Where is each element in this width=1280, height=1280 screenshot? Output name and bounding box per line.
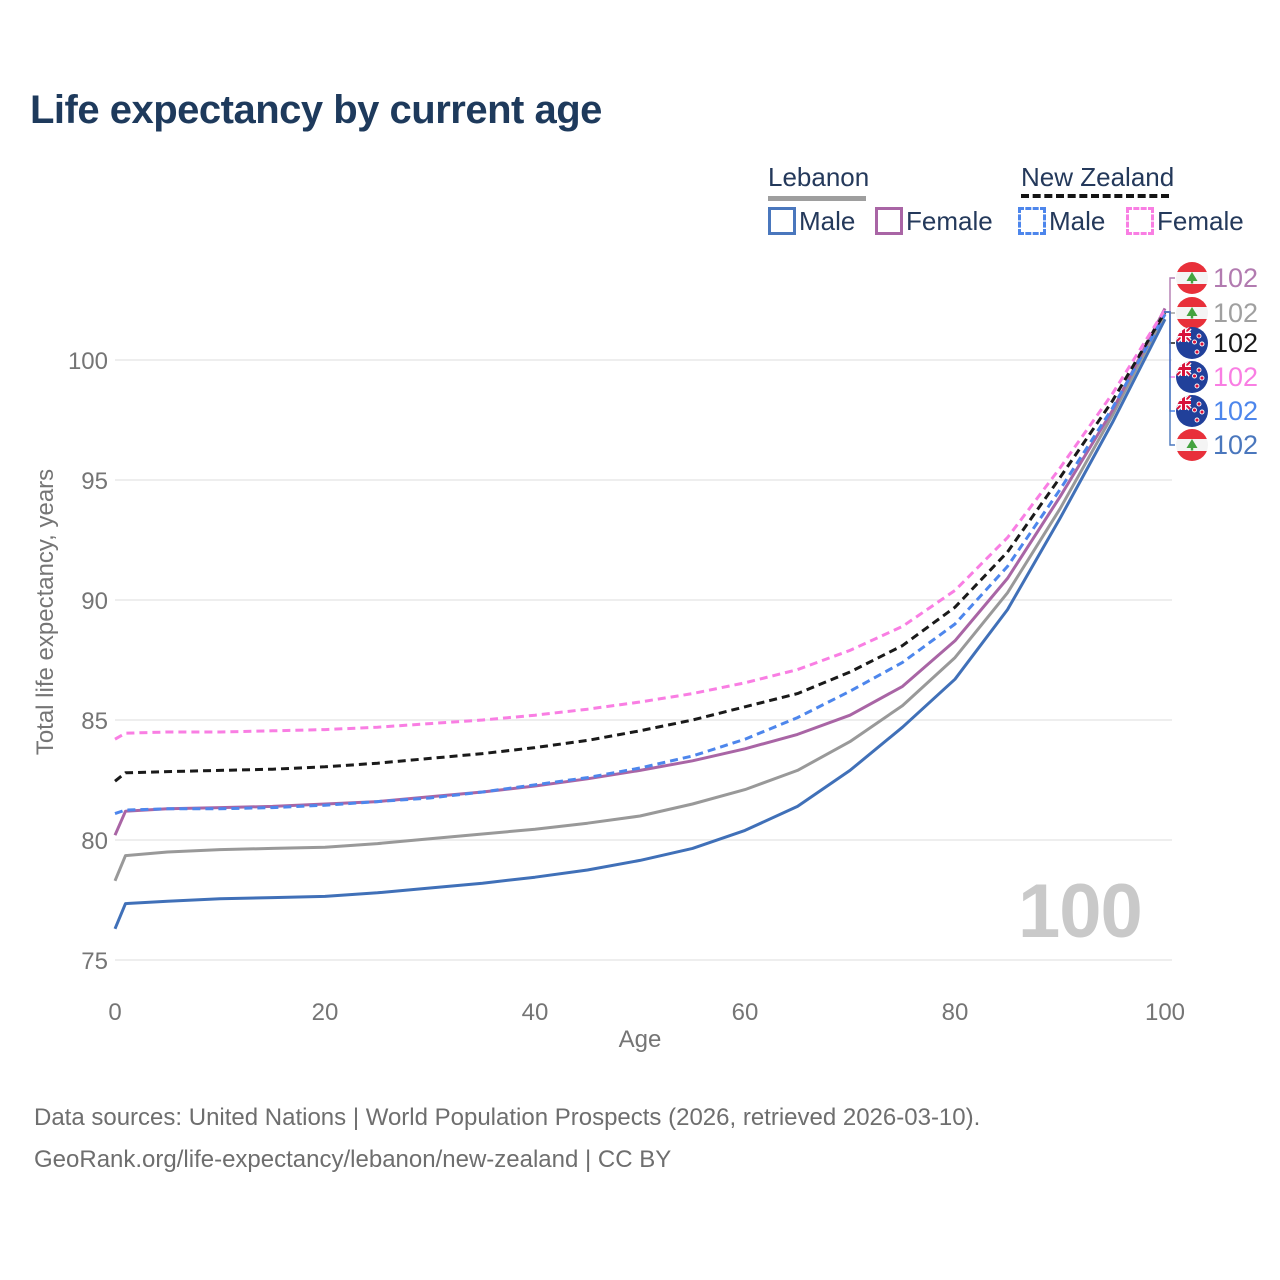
end-label-value-new-zealand-total: 102 xyxy=(1213,328,1258,358)
flag-new-zealand-icon xyxy=(1176,327,1208,359)
lebanon-flag-cedar xyxy=(1186,439,1198,448)
x-tick-label-100: 100 xyxy=(1145,999,1185,1026)
lebanon-flag-cedar-trunk xyxy=(1190,447,1194,451)
legend-swatch-lebanon-male[interactable] xyxy=(768,207,796,235)
lebanon-flag-red-bottom xyxy=(1176,319,1208,329)
y-tick-label-75: 75 xyxy=(81,948,108,975)
lebanon-flag-cedar xyxy=(1186,307,1198,316)
y-tick-label-90: 90 xyxy=(81,588,108,615)
flag-lebanon-icon xyxy=(1176,429,1208,461)
nz-flag-star-3 xyxy=(1199,409,1205,415)
attribution-text: GeoRank.org/life-expectancy/lebanon/new-… xyxy=(34,1146,672,1173)
end-label-value-new-zealand-male: 102 xyxy=(1213,396,1258,426)
series-line-lebanon-female[interactable] xyxy=(113,307,1167,836)
legend-item-lebanon-female[interactable]: Female xyxy=(906,206,993,236)
nz-flag-star-4 xyxy=(1194,349,1200,355)
lebanon-flag-red-bottom xyxy=(1176,284,1208,294)
legend-group-new-zealand: New Zealand xyxy=(1021,162,1175,192)
flag-lebanon-icon xyxy=(1176,262,1208,294)
lebanon-flag-cedar-trunk xyxy=(1190,315,1194,319)
legend-underline-new-zealand-dashed xyxy=(1021,194,1169,198)
lebanon-flag-red-top xyxy=(1176,262,1208,272)
legend-item-lebanon-male[interactable]: Male xyxy=(799,206,856,236)
end-label-value-lebanon-total: 102 xyxy=(1213,298,1258,328)
series-line-lebanon-male[interactable] xyxy=(113,318,1167,930)
nz-flag-star-1 xyxy=(1196,401,1202,407)
x-tick-label-80: 80 xyxy=(942,999,969,1026)
flag-lebanon-icon xyxy=(1176,297,1208,329)
x-tick-label-0: 0 xyxy=(108,999,121,1026)
y-tick-label-80: 80 xyxy=(81,828,108,855)
page-title: Life expectancy by current age xyxy=(30,88,602,132)
legend-swatch-lebanon-female[interactable] xyxy=(875,207,903,235)
legend-swatch-new-zealand-male[interactable] xyxy=(1018,207,1046,235)
y-axis-title: Total life expectancy, years xyxy=(32,468,59,756)
y-tick-label-85: 85 xyxy=(81,708,108,735)
x-tick-label-40: 40 xyxy=(522,999,549,1026)
nz-flag-star-3 xyxy=(1199,375,1205,381)
series-line-new-zealand-male[interactable] xyxy=(114,313,1167,816)
y-tick-label-100: 100 xyxy=(68,348,108,375)
series-line-lebanon-total[interactable] xyxy=(113,312,1167,882)
series-line-new-zealand-total[interactable] xyxy=(114,311,1167,783)
series-line-new-zealand-female[interactable] xyxy=(114,308,1167,741)
nz-flag-star-3 xyxy=(1199,341,1205,347)
end-label-value-lebanon-male: 102 xyxy=(1213,430,1258,460)
y-tick-label-95: 95 xyxy=(81,468,108,495)
lebanon-flag-red-top xyxy=(1176,297,1208,307)
x-tick-label-20: 20 xyxy=(312,999,339,1026)
nz-flag-star-4 xyxy=(1194,417,1200,423)
flag-new-zealand-icon xyxy=(1176,395,1208,427)
leader-line-lebanon-male xyxy=(1164,311,1175,446)
flag-new-zealand-icon xyxy=(1176,361,1208,393)
x-tick-label-60: 60 xyxy=(732,999,759,1026)
end-label-value-new-zealand-female: 102 xyxy=(1213,362,1258,392)
leader-line-lebanon-female xyxy=(1164,277,1175,313)
data-sources-text: Data sources: United Nations | World Pop… xyxy=(34,1104,981,1131)
nz-flag-star-2 xyxy=(1192,339,1197,345)
legend-item-new-zealand-male[interactable]: Male xyxy=(1049,206,1106,236)
x-axis-title: Age xyxy=(618,1026,662,1053)
nz-flag-star-1 xyxy=(1196,333,1202,339)
lebanon-flag-cedar xyxy=(1186,272,1198,281)
legend-swatch-new-zealand-female[interactable] xyxy=(1126,207,1154,235)
lebanon-flag-cedar-trunk xyxy=(1190,280,1194,284)
nz-flag-star-2 xyxy=(1192,373,1197,379)
legend-group-lebanon: Lebanon xyxy=(768,162,870,192)
nz-flag-star-4 xyxy=(1194,383,1200,389)
lebanon-flag-red-top xyxy=(1176,429,1208,439)
nz-flag-star-2 xyxy=(1192,407,1197,413)
end-label-value-lebanon-female: 102 xyxy=(1213,263,1258,293)
hover-age-watermark: 100 xyxy=(1018,869,1143,954)
lebanon-flag-red-bottom xyxy=(1176,451,1208,461)
legend-item-new-zealand-female[interactable]: Female xyxy=(1157,206,1244,236)
legend-underline-lebanon-solid xyxy=(768,196,866,201)
nz-flag-star-1 xyxy=(1196,367,1202,373)
